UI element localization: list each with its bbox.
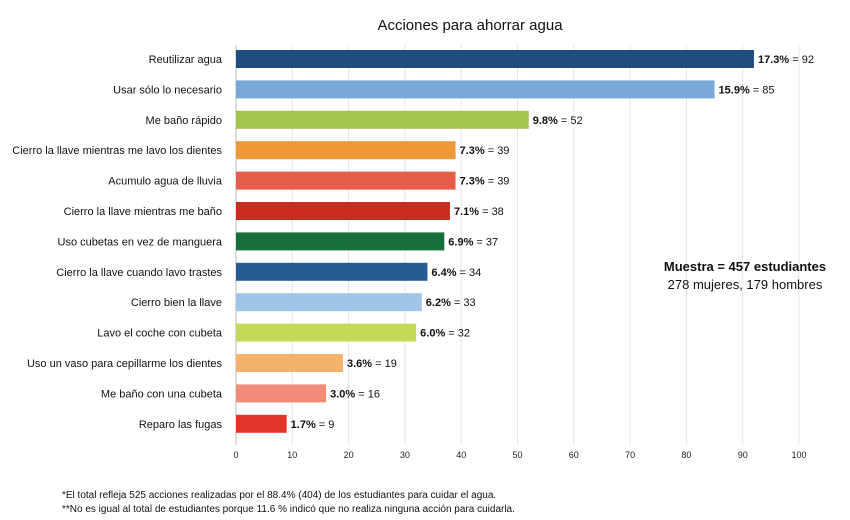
equals-sign: = — [558, 115, 571, 127]
count-label: 34 — [469, 267, 481, 279]
footnote-2: **No es igual al total de estudiantes po… — [62, 504, 515, 515]
category-label: Acumulo agua de lluvia — [108, 176, 223, 188]
equals-sign: = — [485, 176, 498, 188]
sample-annotation-subtitle: 278 mujeres, 179 hombres — [668, 277, 823, 292]
x-tick-label: 30 — [400, 450, 410, 460]
sample-annotation-title: Muestra = 457 estudiantes — [664, 259, 826, 274]
footnote-1: *El total refleja 525 acciones realizada… — [62, 490, 497, 501]
bar — [236, 110, 529, 129]
equals-sign: = — [456, 267, 469, 279]
x-tick-label: 90 — [738, 450, 748, 460]
bar — [236, 384, 327, 403]
bar — [236, 293, 422, 312]
x-tick-label: 100 — [791, 450, 806, 460]
count-label: 32 — [458, 328, 470, 340]
percent-label: 6.2% — [426, 297, 451, 309]
x-tick-label: 50 — [512, 450, 522, 460]
data-label: 6.9% = 37 — [448, 236, 498, 248]
x-tick-label: 40 — [456, 450, 466, 460]
chart-title: Acciones para ahorrar agua — [377, 17, 563, 34]
category-label: Usar sólo lo necesario — [113, 84, 222, 96]
percent-label: 6.9% — [448, 236, 473, 248]
equals-sign: = — [451, 297, 464, 309]
equals-sign: = — [485, 145, 498, 157]
percent-label: 6.4% — [431, 267, 456, 279]
count-label: 33 — [463, 297, 475, 309]
data-label: 7.3% = 39 — [460, 145, 510, 157]
data-label: 1.7% = 9 — [291, 419, 335, 431]
x-tick-label: 70 — [625, 450, 635, 460]
data-label: 7.3% = 39 — [460, 176, 510, 188]
percent-label: 7.1% — [454, 206, 479, 218]
equals-sign: = — [473, 236, 486, 248]
bar — [236, 141, 456, 160]
equals-sign: = — [789, 54, 802, 66]
bar — [236, 50, 754, 68]
category-label: Reutilizar agua — [149, 54, 223, 66]
x-tick-label: 20 — [344, 450, 354, 460]
category-label: Lavo el coche con cubeta — [97, 328, 223, 340]
percent-label: 7.3% — [460, 176, 485, 188]
count-label: 38 — [492, 206, 504, 218]
count-label: 85 — [762, 84, 774, 96]
bar — [236, 262, 428, 281]
category-label: Reparo las fugas — [139, 419, 223, 431]
data-label: 6.0% = 32 — [420, 328, 470, 340]
category-label: Uso un vaso para cepillarme los dientes — [27, 358, 223, 370]
equals-sign: = — [355, 388, 368, 400]
count-label: 16 — [368, 388, 380, 400]
data-label: 17.3% = 92 — [758, 54, 814, 66]
percent-label: 7.3% — [460, 145, 485, 157]
data-label: 3.0% = 16 — [330, 388, 380, 400]
category-label: Uso cubetas en vez de manguera — [58, 236, 223, 248]
percent-label: 9.8% — [533, 115, 558, 127]
percent-label: 3.0% — [330, 388, 355, 400]
category-label: Cierro la llave cuando lavo trastes — [56, 267, 222, 279]
category-label: Me baño con una cubeta — [101, 388, 223, 400]
data-label: 7.1% = 38 — [454, 206, 504, 218]
x-tick-label: 0 — [233, 450, 238, 460]
category-label: Cierro la llave mientras me baño — [64, 206, 222, 218]
bar — [236, 171, 456, 190]
data-label: 3.6% = 19 — [347, 358, 397, 370]
equals-sign: = — [750, 84, 763, 96]
count-label: 19 — [385, 358, 397, 370]
data-label: 6.2% = 33 — [426, 297, 476, 309]
count-label: 92 — [802, 54, 814, 66]
count-label: 39 — [497, 176, 509, 188]
x-tick-label: 80 — [681, 450, 691, 460]
data-label: 9.8% = 52 — [533, 115, 583, 127]
data-label: 15.9% = 85 — [719, 84, 775, 96]
category-label: Cierro la llave mientras me lavo los die… — [12, 145, 222, 157]
percent-label: 3.6% — [347, 358, 372, 370]
count-label: 39 — [497, 145, 509, 157]
percent-label: 6.0% — [420, 328, 445, 340]
percent-label: 15.9% — [719, 84, 750, 96]
x-tick-label: 60 — [569, 450, 579, 460]
x-tick-label: 10 — [287, 450, 297, 460]
percent-label: 1.7% — [291, 419, 316, 431]
count-label: 37 — [486, 236, 498, 248]
percent-label: 17.3% — [758, 54, 789, 66]
equals-sign: = — [372, 358, 385, 370]
count-label: 52 — [570, 115, 582, 127]
bar — [236, 323, 417, 342]
bar — [236, 80, 715, 99]
equals-sign: = — [445, 328, 458, 340]
category-label: Cierro bien la llave — [131, 297, 222, 309]
equals-sign: = — [316, 419, 329, 431]
count-label: 9 — [328, 419, 334, 431]
data-label: 6.4% = 34 — [431, 267, 481, 279]
category-label: Me baño rápido — [146, 115, 222, 127]
bar — [236, 232, 445, 251]
bar — [236, 414, 287, 433]
bar — [236, 354, 343, 372]
equals-sign: = — [479, 206, 492, 218]
bar — [236, 202, 450, 220]
